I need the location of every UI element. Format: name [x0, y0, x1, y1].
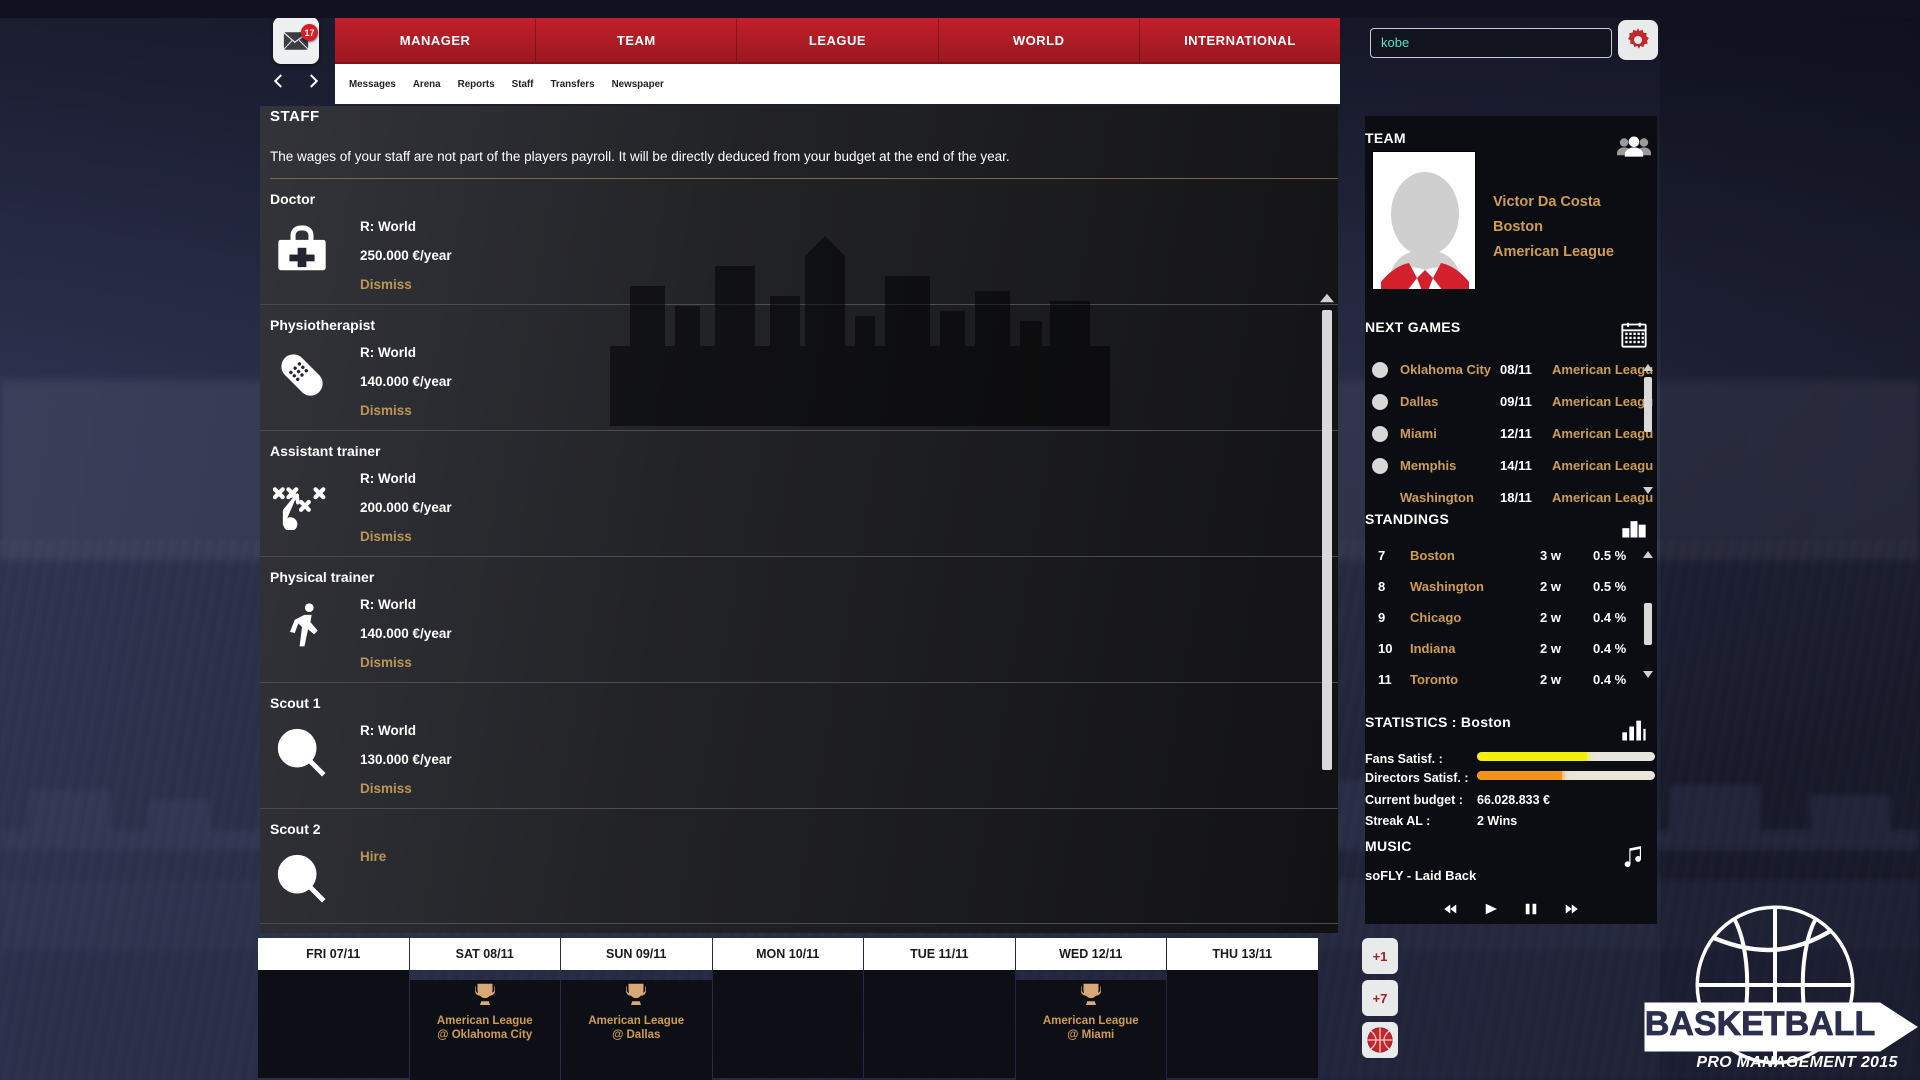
svg-text:BASKETBALL: BASKETBALL — [1645, 1005, 1875, 1043]
svg-text:PRO MANAGEMENT 2015: PRO MANAGEMENT 2015 — [1696, 1054, 1898, 1071]
